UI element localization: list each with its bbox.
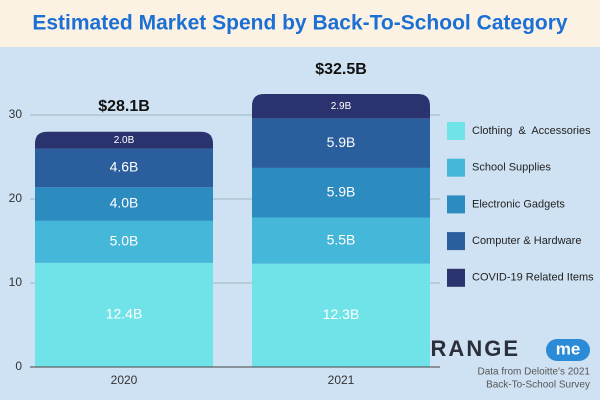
total-label: $32.5B	[315, 61, 367, 78]
value-label: 12.3B	[323, 306, 360, 322]
bars: 12.4B 5.0B 4.0B 4.6B 2.0B $28.1B 2020 12.3B 5.5B…	[30, 61, 440, 387]
logo: RANGE	[431, 336, 520, 361]
bar-segment	[35, 262, 213, 367]
legend-label: School Supplies	[472, 162, 551, 174]
logo-badge-text: me	[556, 339, 581, 358]
y-tick-label: 20	[9, 191, 23, 205]
legend-swatch	[447, 195, 465, 214]
value-label: 5.9B	[327, 183, 356, 199]
value-label: 5.5B	[327, 231, 356, 247]
value-label: 5.0B	[110, 233, 139, 249]
legend-swatch	[447, 268, 465, 287]
legend: Clothing & Accessories School Supplies Ele…	[447, 122, 594, 287]
x-tick-label: 2020	[111, 373, 138, 387]
bar-segment	[252, 217, 430, 264]
legend-label: Electronic Gadgets	[472, 198, 565, 210]
bar-segment	[35, 148, 213, 188]
value-label: 2.9B	[331, 101, 352, 112]
bar-segment	[35, 187, 213, 221]
value-label: 12.4B	[106, 306, 143, 322]
legend-label: Computer & Hardware	[472, 235, 581, 247]
y-tick-label: 10	[9, 275, 23, 289]
value-label: 2.0B	[114, 135, 135, 146]
total-label: $28.1B	[98, 98, 150, 115]
value-label: 4.0B	[110, 195, 139, 211]
value-label: 5.9B	[327, 134, 356, 150]
logo-badge	[546, 339, 590, 361]
value-label: 4.6B	[110, 159, 139, 175]
legend-label: COVID-19 Related Items	[472, 272, 594, 284]
legend-swatch	[447, 232, 465, 251]
legend-swatch	[447, 158, 465, 177]
bar-segment	[252, 263, 430, 367]
bar-segment	[252, 167, 430, 218]
chart-title: Estimated Market Spend by Back-To-School…	[32, 12, 568, 35]
bar-segment	[252, 94, 430, 119]
y-tick-label: 30	[9, 107, 23, 121]
x-tick-label: 2021	[328, 373, 355, 387]
source-note: Back-To-School Survey	[486, 380, 590, 391]
legend-swatch	[447, 122, 465, 140]
source-note: Data from Deloitte's 2021	[477, 367, 590, 378]
bar-segment	[252, 118, 430, 168]
bar-segment	[35, 220, 213, 263]
legend-label: Clothing & Accessories	[472, 125, 591, 137]
bar-segment	[35, 131, 213, 149]
title-band	[0, 0, 600, 47]
y-tick-label: 0	[15, 359, 22, 373]
